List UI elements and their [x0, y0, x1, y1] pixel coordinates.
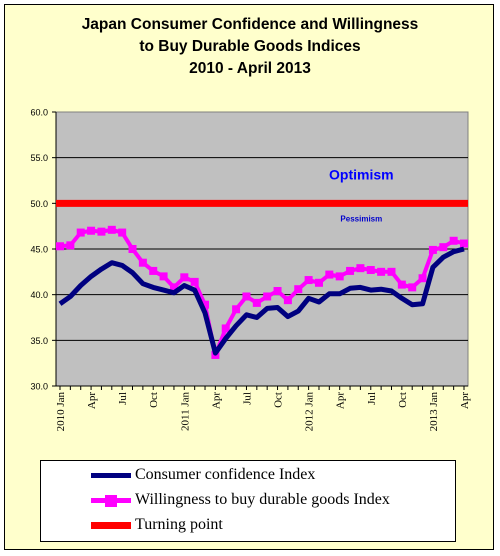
legend-label-willingness: Willingness to buy durable goods Index — [135, 491, 390, 508]
x-tick-label: 2013 Jan — [428, 392, 440, 432]
data-point-willingness-to-buy-durable-goods-index — [242, 292, 251, 301]
data-point-willingness-to-buy-durable-goods-index — [97, 227, 106, 236]
y-tick-label: 30.0 — [30, 382, 48, 392]
x-tick-label: 2011 Jan — [179, 392, 191, 432]
data-point-willingness-to-buy-durable-goods-index — [149, 266, 158, 275]
data-point-willingness-to-buy-durable-goods-index — [283, 296, 292, 305]
data-point-willingness-to-buy-durable-goods-index — [366, 266, 375, 275]
data-point-willingness-to-buy-durable-goods-index — [66, 241, 75, 250]
series-line-consumer-confidence-index — [58, 246, 465, 356]
annotation-optimism: Optimism — [329, 167, 394, 183]
data-point-willingness-to-buy-durable-goods-index — [87, 226, 96, 235]
data-point-willingness-to-buy-durable-goods-index — [232, 305, 241, 314]
chart-title-line-1: Japan Consumer Confidence and Willingnes… — [81, 16, 419, 33]
data-point-willingness-to-buy-durable-goods-index — [397, 280, 406, 289]
data-point-willingness-to-buy-durable-goods-index — [346, 266, 355, 275]
y-tick-label: 60.0 — [30, 108, 48, 118]
data-point-willingness-to-buy-durable-goods-index — [221, 324, 230, 333]
data-point-willingness-to-buy-durable-goods-index — [294, 285, 303, 294]
data-point-willingness-to-buy-durable-goods-index — [180, 273, 189, 282]
x-tick-label: 2012 Jan — [304, 392, 316, 432]
y-tick-label: 55.0 — [30, 153, 48, 163]
legend-marker-willingness — [105, 495, 117, 507]
x-tick-label: Apr — [459, 392, 471, 409]
legend-entry-willingness: Willingness to buy durable goods Index — [41, 489, 455, 513]
data-point-willingness-to-buy-durable-goods-index — [325, 270, 334, 279]
data-point-willingness-to-buy-durable-goods-index — [252, 298, 261, 307]
x-tick-label: Apr — [86, 392, 98, 409]
y-tick-label: 50.0 — [30, 199, 48, 209]
x-tick-label: Apr — [210, 392, 222, 409]
data-point-willingness-to-buy-durable-goods-index — [159, 272, 168, 281]
series-line-willingness-to-buy-durable-goods-index — [59, 227, 465, 357]
x-tick-label: Apr — [335, 392, 347, 409]
legend-entry-consumer-confidence: Consumer confidence Index — [41, 464, 455, 488]
legend-entry-turning-point: Turning point — [41, 514, 455, 538]
x-tick-label: Jul — [117, 392, 129, 405]
data-point-willingness-to-buy-durable-goods-index — [377, 267, 386, 276]
legend-swatch-turning-point — [91, 522, 131, 529]
data-point-willingness-to-buy-durable-goods-index — [138, 258, 147, 267]
legend-label-consumer-confidence: Consumer confidence Index — [135, 466, 316, 483]
x-tick-label: Jul — [241, 392, 253, 405]
x-tick-label: Jul — [366, 392, 378, 405]
data-point-willingness-to-buy-durable-goods-index — [428, 245, 437, 254]
data-point-willingness-to-buy-durable-goods-index — [201, 300, 210, 309]
data-point-willingness-to-buy-durable-goods-index — [56, 242, 64, 251]
x-tick-label: 2010 Jan — [55, 392, 67, 432]
data-point-willingness-to-buy-durable-goods-index — [304, 276, 313, 285]
data-point-willingness-to-buy-durable-goods-index — [263, 292, 272, 301]
data-point-willingness-to-buy-durable-goods-index — [169, 283, 178, 292]
chart-title: Japan Consumer Confidence and Willingnes… — [0, 14, 500, 80]
data-point-willingness-to-buy-durable-goods-index — [190, 277, 199, 286]
y-tick-label: 40.0 — [30, 290, 48, 300]
y-tick-label: 35.0 — [30, 336, 48, 346]
data-point-willingness-to-buy-durable-goods-index — [408, 283, 417, 292]
y-tick-label: 45.0 — [30, 245, 48, 255]
x-tick-label: Oct — [273, 392, 285, 408]
chart-title-line-2: to Buy Durable Goods Indices — [139, 38, 361, 55]
data-point-willingness-to-buy-durable-goods-index — [460, 239, 468, 248]
data-point-willingness-to-buy-durable-goods-index — [335, 272, 344, 281]
chart-title-line-3: 2010 - April 2013 — [189, 60, 311, 77]
data-point-willingness-to-buy-durable-goods-index — [76, 228, 85, 237]
annotation-pessimism: Pessimism — [340, 215, 382, 224]
data-point-willingness-to-buy-durable-goods-index — [356, 264, 365, 273]
data-point-willingness-to-buy-durable-goods-index — [118, 228, 127, 237]
legend-swatch-consumer-confidence — [91, 473, 131, 478]
x-tick-label: Oct — [148, 392, 160, 408]
data-point-willingness-to-buy-durable-goods-index — [449, 236, 458, 245]
data-point-willingness-to-buy-durable-goods-index — [107, 225, 116, 234]
data-point-willingness-to-buy-durable-goods-index — [439, 243, 448, 252]
data-point-willingness-to-buy-durable-goods-index — [128, 245, 137, 253]
legend-label-turning-point: Turning point — [135, 516, 223, 533]
data-point-willingness-to-buy-durable-goods-index — [314, 278, 323, 287]
data-point-willingness-to-buy-durable-goods-index — [273, 287, 282, 296]
x-tick-label: Oct — [397, 392, 409, 408]
chart-legend: Consumer confidence Index Willingness to… — [40, 460, 456, 542]
data-point-willingness-to-buy-durable-goods-index — [418, 274, 427, 283]
data-point-willingness-to-buy-durable-goods-index — [387, 267, 396, 276]
